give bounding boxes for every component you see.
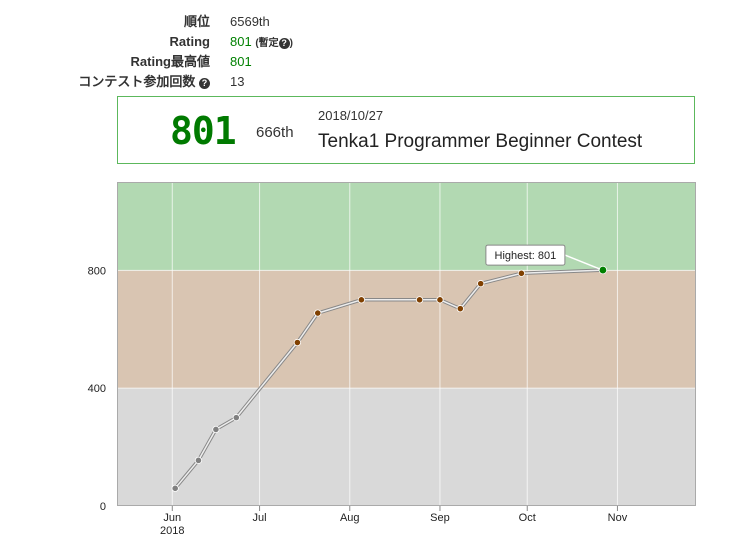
x-tick-label-1: Jul — [253, 512, 267, 524]
x-tick-label-2: Aug — [340, 512, 360, 524]
x-tick-label-5: Nov — [608, 512, 628, 524]
data-point-8 — [436, 296, 444, 304]
provisional-note: (暫定?) — [255, 38, 293, 49]
rating-value: 801 — [230, 34, 252, 49]
x-tick-label-3: Sep — [430, 512, 450, 524]
highest-label: Rating最高値 — [130, 54, 210, 69]
data-point-4 — [293, 338, 301, 347]
latest-date: 2018/10/27 — [318, 108, 384, 123]
contests-label-group: コンテスト参加回数 ? — [78, 72, 210, 92]
rating-row: Rating 801 (暫定?) — [0, 32, 736, 52]
data-point-9 — [456, 305, 464, 313]
annotation-pointer — [564, 254, 601, 270]
data-point-10 — [477, 280, 485, 288]
annotation-label: Highest: 801 — [495, 250, 557, 262]
rating-value-group: 801 (暫定?) — [230, 32, 293, 54]
data-point-11 — [517, 269, 526, 277]
x-tick-label-0: Jun — [163, 512, 181, 524]
rating-band-1 — [117, 270, 696, 389]
plot-frame — [117, 182, 696, 506]
latest-contest-panel: 801 666th 2018/10/27 Tenka1 Programmer B… — [117, 96, 695, 164]
rank-row: 順位 6569th — [0, 12, 736, 32]
highest-row: Rating最高値 801 — [0, 52, 736, 72]
rank-value: 6569th — [230, 14, 270, 29]
data-point-7 — [415, 296, 424, 304]
provisional-text: (暫定 — [255, 38, 279, 49]
contests-value: 13 — [230, 74, 245, 89]
latest-rank: 666th — [256, 124, 294, 141]
y-tick-label-1: 400 — [88, 383, 106, 395]
data-point-1 — [194, 456, 203, 464]
rating-band-2 — [117, 182, 696, 271]
latest-rating: 801 — [170, 109, 237, 153]
contests-label: コンテスト参加回数 — [78, 74, 196, 89]
contests-row: コンテスト参加回数 ? 13 — [0, 72, 736, 92]
y-tick-label-0: 0 — [100, 501, 106, 513]
data-point-2 — [212, 425, 220, 434]
help-icon[interactable]: ? — [199, 78, 210, 89]
data-point-6 — [357, 296, 366, 304]
rating-label: Rating — [169, 34, 210, 49]
provisional-close: ) — [289, 38, 294, 49]
x-tick-sublabel-0: 2018 — [160, 525, 184, 537]
rank-label: 順位 — [183, 14, 210, 29]
help-icon[interactable]: ? — [278, 38, 290, 49]
data-point-12 — [598, 265, 608, 275]
latest-contest-name[interactable]: Tenka1 Programmer Beginner Contest — [318, 131, 643, 152]
x-tick-label-4: Oct — [519, 512, 536, 524]
data-point-0 — [171, 484, 179, 492]
annotation-box — [485, 244, 566, 266]
rating-band-0 — [117, 388, 696, 506]
y-tick-label-2: 800 — [88, 265, 106, 277]
data-point-3 — [232, 414, 240, 422]
highest-value: 801 — [230, 54, 252, 69]
data-point-5 — [314, 309, 322, 317]
